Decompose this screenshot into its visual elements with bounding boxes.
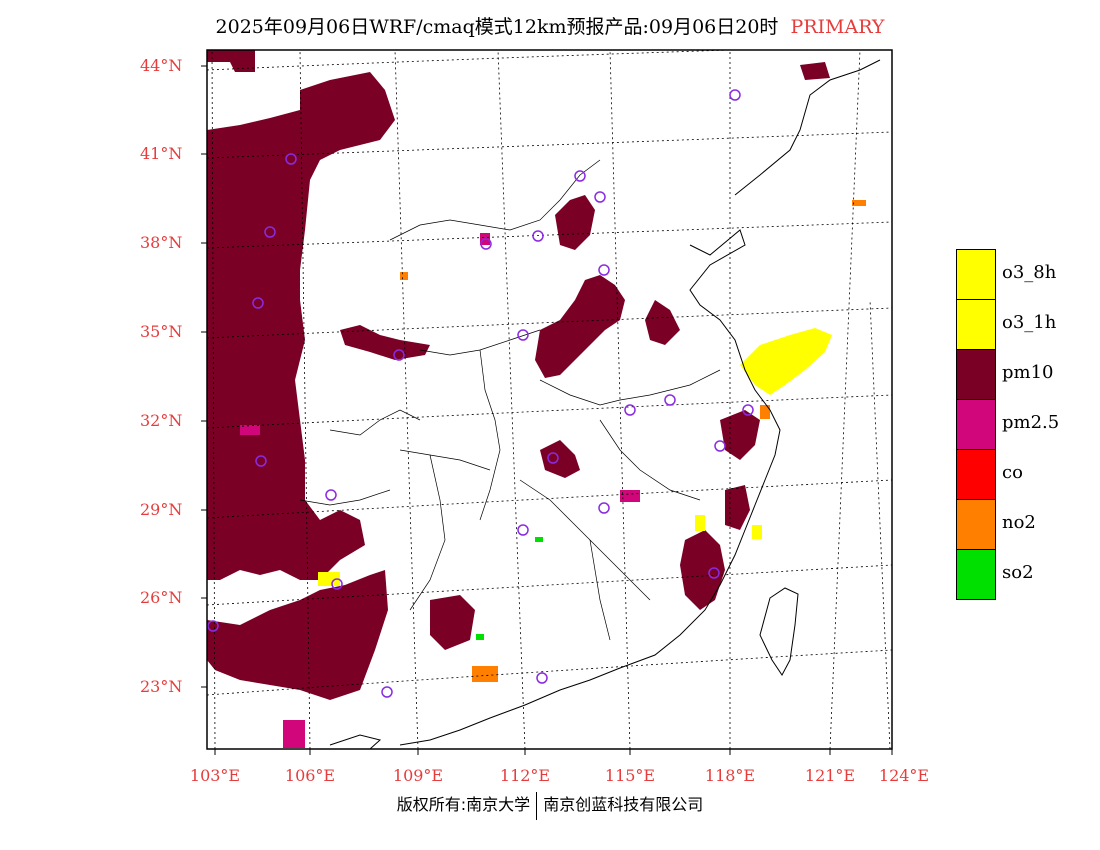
taiwan-island [759,587,799,676]
title-text: 2025年09月06日WRF/cmaq模式12km预报产品:09月06日20时 [215,16,779,38]
copyright-right: 南京创蓝科技有限公司 [543,795,704,814]
legend-label: pm10 [1002,362,1054,383]
pm10-region-northwest [207,50,255,72]
footer-divider [536,791,538,820]
legend-label: no2 [1002,512,1036,533]
legend-swatch [956,299,996,350]
legend-label: o3_1h [1002,312,1057,333]
lat-label-44: 44°N [140,56,183,75]
legend-swatch [956,449,996,500]
map-content [207,50,892,749]
lon-label-118: 118°E [704,766,756,785]
pm10-region-guangxi [430,595,475,650]
pm10-region-fujian [680,530,725,610]
pm10-region-central [540,440,580,478]
copyright-left: 版权所有:南京大学 [396,795,531,814]
lat-label-23: 23°N [140,677,183,696]
o3-patch-2 [695,515,705,531]
lat-label-38: 38°N [140,233,183,252]
no2-patch-1 [472,666,498,682]
hainan-island [329,734,382,749]
map-frame [206,49,893,750]
pm10-region-east [720,410,760,460]
lon-label-109: 109°E [392,766,444,785]
lat-label-35: 35°N [140,322,183,341]
legend-swatch [956,399,996,450]
o3-patch-3 [752,525,762,539]
o3-region-yellow-sea [740,328,832,395]
no2-patch-3 [400,272,408,280]
legend-swatch [956,349,996,400]
legend-label: so2 [1002,562,1034,583]
lat-label-32: 32°N [140,411,183,430]
pm10-region-hebei [555,195,595,250]
pm10-region-west [207,72,395,580]
no2-patch-4 [760,405,770,419]
legend-swatch [956,499,996,550]
coastline [399,229,781,746]
pm10-region-southwest [207,570,388,700]
primary-tag: PRIMARY [790,16,885,38]
lon-label-121: 121°E [804,766,856,785]
legend-swatch [956,249,996,300]
o3-patch-1 [318,572,340,586]
map-title: 2025年09月06日WRF/cmaq模式12km预报产品:09月06日20时 P… [0,12,1100,39]
so2-patch-1 [476,634,484,640]
pm25-patch-4 [240,425,260,435]
no2-patch-2 [852,200,866,206]
pm25-patch-3 [620,490,640,502]
coastline-northeast [734,59,881,196]
pm10-region-north-china [535,275,625,378]
legend-swatch [956,549,996,600]
axis-ticks [201,65,893,755]
graticule [207,50,892,749]
monitoring-stations [207,89,754,698]
pm10-region-shanxi [340,325,430,360]
legend-label: co [1002,462,1023,483]
lon-label-112: 112°E [499,766,551,785]
pm10-region-zhejiang [725,485,750,530]
pm10-region-shandong [645,300,680,345]
legend-label: o3_8h [1002,262,1057,283]
lat-label-29: 29°N [140,500,183,519]
lon-label-103: 103°E [189,766,241,785]
lat-label-41: 41°N [140,144,183,163]
lon-label-124: 124°E [878,766,930,785]
pm25-patch-1 [283,720,305,748]
lon-label-106: 106°E [284,766,336,785]
copyright-footer: 版权所有:南京大学 南京创蓝科技有限公司 [0,791,1100,820]
lat-label-26: 26°N [140,588,183,607]
legend-label: pm2.5 [1002,412,1060,433]
so2-patch-2 [535,537,543,542]
lon-label-115: 115°E [604,766,656,785]
province-borders [299,159,721,641]
pm10-region-northeast [800,62,830,80]
